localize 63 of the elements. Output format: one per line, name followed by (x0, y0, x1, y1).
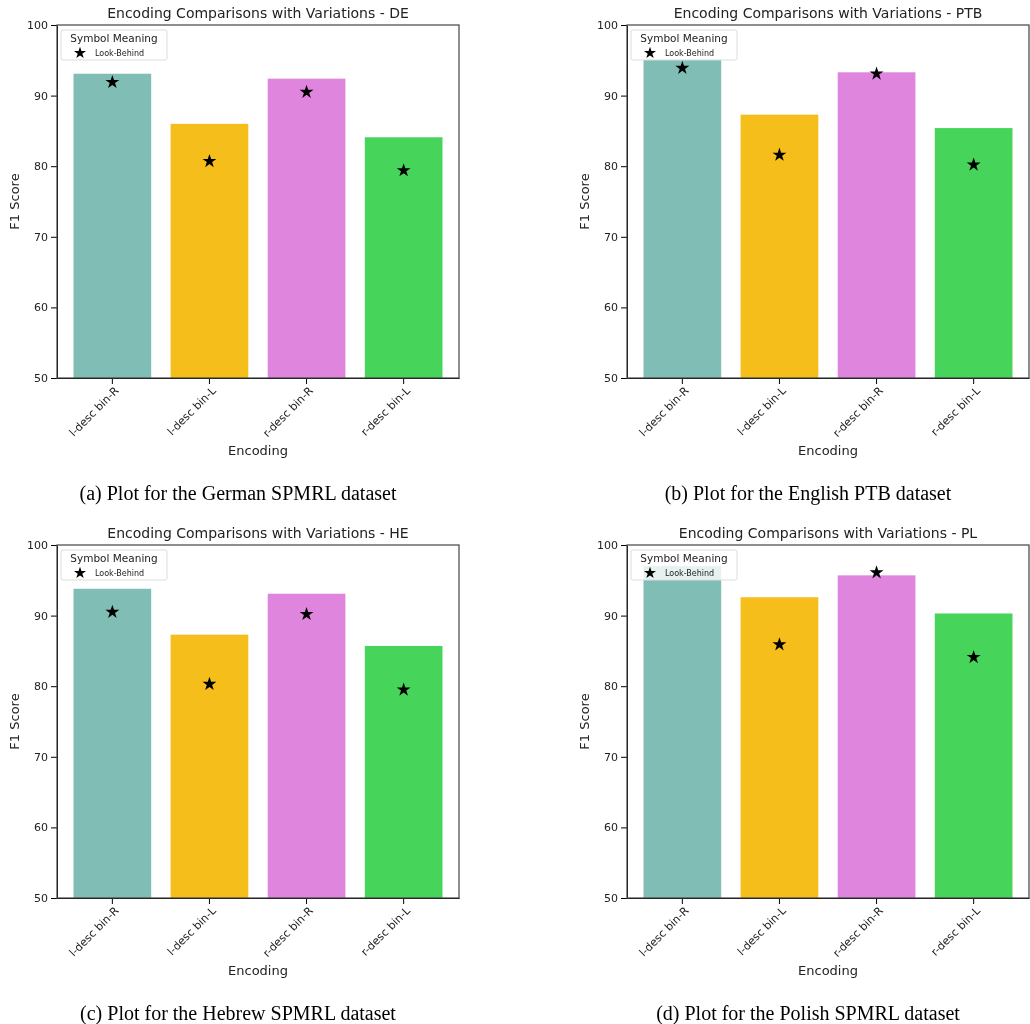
y-tick-label: 70 (604, 750, 618, 764)
text: (d) Plot for the Polish SPMRL dataset (656, 1002, 961, 1024)
y-tick-label: 60 (604, 821, 618, 835)
x-axis-title: Encoding (798, 963, 858, 978)
text: (a) Plot for the German SPMRL dataset (79, 482, 397, 505)
y-tick-label: 50 (34, 892, 48, 906)
point (396, 682, 411, 696)
point (772, 147, 787, 161)
point (772, 637, 787, 651)
y-tick-label: 80 (34, 680, 48, 694)
point (105, 74, 120, 89)
x-axis-title: Encoding (228, 443, 288, 458)
y-tick-label: 70 (34, 750, 48, 764)
legend-title: Symbol Meaning (640, 552, 728, 564)
y-axis-title: F1 Score (577, 173, 592, 230)
y-axis-title: F1 Score (7, 693, 22, 750)
chart-title: Encoding Comparisons with Variations - PL (678, 525, 978, 541)
y-tick-label: 100 (27, 19, 48, 33)
text: (c) Plot for the Hebrew SPMRL dataset (80, 1002, 397, 1024)
y-tick-label: 50 (34, 372, 48, 386)
x-axis-title: Encoding (798, 443, 858, 458)
point (966, 157, 981, 171)
legend-title: Symbol Meaning (640, 32, 728, 44)
legend-label: Look-Behind (95, 49, 145, 58)
chart-title: Encoding Comparisons with Variations - DE (107, 5, 409, 21)
point (105, 604, 120, 618)
y-tick-label: 80 (604, 680, 618, 694)
y-tick-label: 100 (597, 19, 618, 33)
y-axis-title: F1 Score (7, 173, 22, 230)
point (202, 153, 217, 168)
point (869, 565, 884, 579)
y-tick-label: 90 (34, 89, 48, 103)
y-tick-label: 60 (604, 301, 618, 315)
point (869, 66, 884, 80)
chart-title: Encoding Comparisons with Variations - HE (107, 525, 409, 541)
y-tick-label: 90 (604, 609, 618, 623)
x-axis-title: Encoding (228, 963, 288, 978)
legend-label: Look-Behind (665, 569, 715, 578)
legend-title: Symbol Meaning (70, 552, 158, 564)
chart-title: Encoding Comparisons with Variations - PTB (673, 5, 983, 21)
point (675, 60, 690, 74)
point (396, 163, 411, 177)
point (299, 606, 314, 621)
y-tick-label: 80 (34, 160, 48, 174)
y-axis-title: F1 Score (577, 693, 592, 750)
point (202, 676, 217, 690)
y-tick-label: 60 (34, 301, 48, 315)
legend-title: Symbol Meaning (70, 32, 158, 44)
y-tick-label: 70 (34, 230, 48, 244)
y-tick-label: 70 (604, 230, 618, 244)
y-tick-label: 100 (597, 539, 618, 553)
legend-label: Look-Behind (665, 49, 715, 58)
point (299, 84, 314, 98)
text: (b) Plot for the English PTB dataset (664, 482, 952, 505)
y-tick-label: 80 (604, 160, 618, 174)
y-tick-label: 90 (34, 609, 48, 623)
legend-label: Look-Behind (95, 569, 145, 578)
y-tick-label: 100 (27, 539, 48, 553)
y-tick-label: 50 (604, 372, 618, 386)
y-tick-label: 50 (604, 892, 618, 906)
y-tick-label: 90 (604, 89, 618, 103)
point (966, 649, 981, 664)
y-tick-label: 60 (34, 821, 48, 835)
